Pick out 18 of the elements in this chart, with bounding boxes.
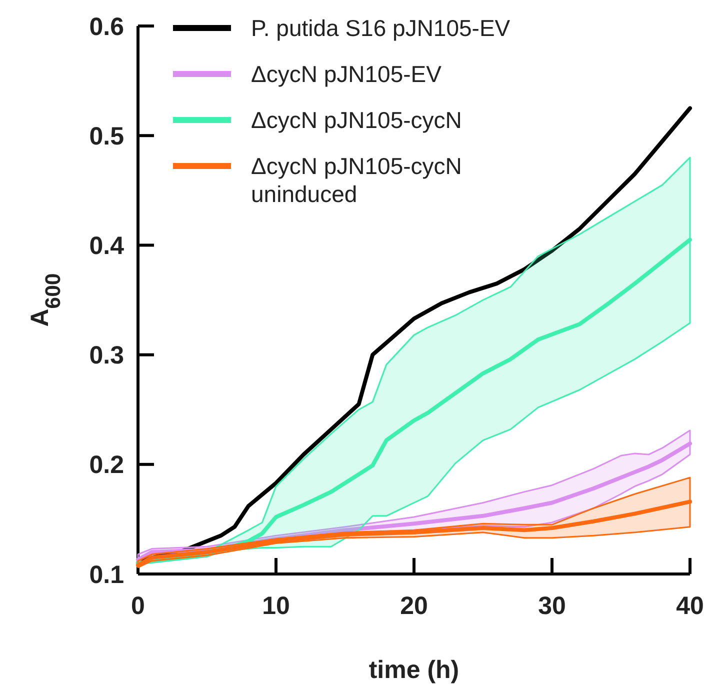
y-tick-label: 0.6	[89, 12, 124, 41]
x-tick-label: 30	[538, 592, 566, 620]
y-tick-label: 0.4	[89, 232, 124, 260]
x-axis-title: time (h)	[368, 656, 460, 684]
legend-label: ΔcycN pJN105-cycN uninduced	[251, 153, 462, 207]
y-tick-label: 0.1	[89, 560, 124, 589]
y-tick-label: 0.3	[89, 342, 124, 370]
line-series	[136, 238, 692, 566]
y-tick-label: 0.5	[89, 122, 124, 150]
legend-label: ΔcycN pJN105-cycN	[251, 107, 462, 133]
x-tick-label: 40	[676, 592, 704, 620]
y-tick-label: 0.2	[89, 451, 124, 480]
x-tick-label: 10	[262, 592, 290, 620]
x-tick-label: 0	[131, 592, 145, 620]
legend-label: P. putida S16 pJN105-EV	[251, 15, 511, 41]
x-tick-label: 20	[400, 592, 428, 620]
legend-label: ΔcycN pJN105-EV	[251, 61, 442, 87]
line-series	[136, 500, 692, 568]
